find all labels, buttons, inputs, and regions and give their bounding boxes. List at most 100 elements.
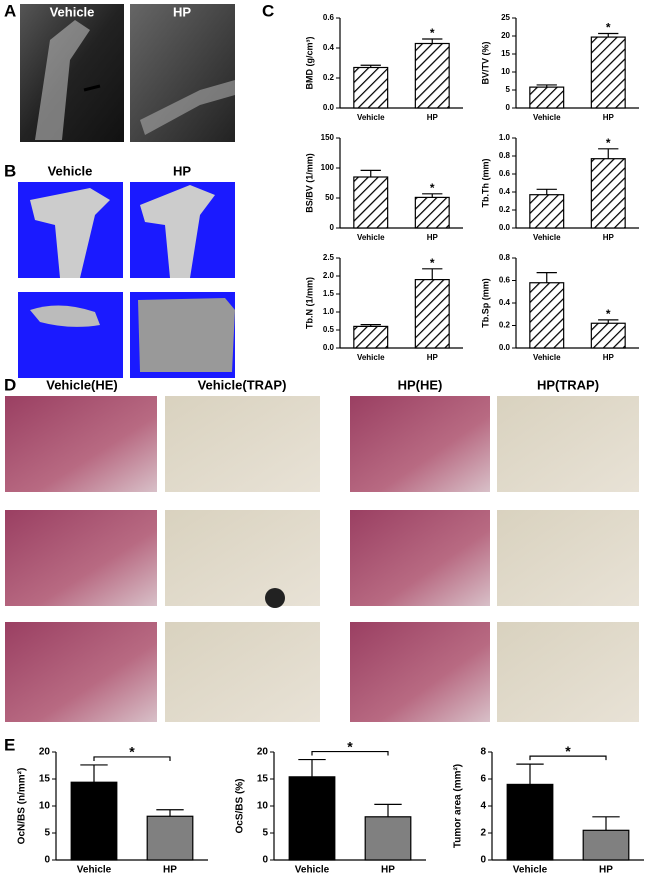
- x-tick-label: Vehicle: [357, 113, 385, 122]
- he-image: [5, 510, 157, 606]
- x-tick-label: HP: [163, 865, 177, 876]
- y-tick-label: 20: [39, 747, 51, 758]
- x-tick-label: Vehicle: [77, 865, 112, 876]
- y-tick-label: 0.6: [499, 169, 511, 178]
- trap-image: [165, 396, 320, 492]
- bar: [582, 829, 630, 861]
- y-tick-label: 0.0: [323, 103, 335, 112]
- image-label: Vehicle: [48, 163, 93, 178]
- y-tick-label: 0: [506, 103, 511, 112]
- y-tick-label: 0.0: [323, 343, 335, 352]
- image-label: HP: [173, 4, 191, 19]
- bar: [414, 42, 450, 109]
- y-tick-label: 10: [501, 67, 510, 76]
- y-tick-label: 0: [480, 855, 486, 866]
- y-axis-label: OcN/BS (n/mm²): [17, 768, 28, 845]
- y-tick-label: 0.4: [323, 43, 335, 52]
- he-image: [350, 622, 490, 722]
- bar: [529, 282, 565, 349]
- image-label: HP(HE): [398, 377, 443, 392]
- error-bar: [592, 816, 620, 831]
- y-tick-label: 0: [330, 223, 335, 232]
- x-tick-label: HP: [603, 113, 615, 122]
- y-tick-label: 5: [506, 85, 511, 94]
- x-tick-label: HP: [427, 353, 439, 362]
- y-tick-label: 0.8: [499, 253, 511, 262]
- bone-shape: [30, 305, 100, 327]
- error-bar: [598, 148, 619, 159]
- panel-label: A: [4, 1, 16, 20]
- error-bar: [80, 764, 108, 783]
- panel-label: B: [4, 161, 16, 180]
- y-tick-label: 0.6: [323, 13, 335, 22]
- y-tick-label: 10: [39, 801, 51, 812]
- y-tick-label: 2.5: [323, 253, 335, 262]
- y-axis-label: Tb.Th (mm): [480, 159, 490, 208]
- image-label: Vehicle(HE): [46, 377, 118, 392]
- bone-shape: [140, 185, 215, 278]
- significance-mark: *: [430, 26, 435, 40]
- significance-bracket: [93, 756, 171, 761]
- bar: [353, 66, 389, 109]
- bone-shape: [35, 20, 90, 140]
- bar: [364, 816, 412, 861]
- y-tick-label: 25: [501, 13, 510, 22]
- significance-mark: *: [606, 307, 611, 321]
- panel-label: E: [4, 735, 15, 754]
- significance-mark: *: [430, 181, 435, 195]
- y-tick-label: 50: [325, 193, 334, 202]
- panel-label: C: [262, 1, 274, 20]
- error-bar: [536, 84, 557, 88]
- x-tick-label: Vehicle: [533, 233, 561, 242]
- trap-image: [165, 510, 320, 606]
- y-tick-label: 0.5: [323, 325, 335, 334]
- error-bar: [536, 188, 557, 195]
- bar: [590, 322, 626, 349]
- error-bar: [598, 32, 619, 38]
- y-tick-label: 15: [257, 774, 269, 785]
- y-tick-label: 0: [262, 855, 268, 866]
- y-tick-label: 4: [480, 801, 486, 812]
- error-bar: [598, 319, 619, 324]
- bone-shape: [140, 80, 235, 135]
- error-bar: [156, 809, 184, 817]
- bar: [353, 325, 389, 349]
- y-tick-label: 2.0: [323, 271, 335, 280]
- panel-label: D: [4, 375, 16, 394]
- y-tick-label: 0.2: [499, 321, 511, 330]
- significance-mark: *: [606, 21, 611, 35]
- y-tick-label: 1.0: [499, 133, 511, 142]
- y-tick-label: 1.5: [323, 289, 335, 298]
- significance-mark: *: [565, 743, 571, 759]
- he-image: [5, 622, 157, 722]
- bar: [414, 279, 450, 349]
- x-tick-label: Vehicle: [533, 113, 561, 122]
- image-label: Vehicle(TRAP): [198, 377, 287, 392]
- arrow: [83, 84, 101, 92]
- x-tick-label: Vehicle: [295, 865, 330, 876]
- bone-shape: [138, 298, 235, 372]
- bar: [70, 781, 118, 861]
- significance-bracket: [529, 755, 607, 761]
- x-tick-label: HP: [427, 233, 439, 242]
- bar: [353, 176, 389, 229]
- y-tick-label: 2: [480, 828, 486, 839]
- y-tick-label: 0.0: [499, 223, 511, 232]
- y-tick-label: 0.0: [499, 343, 511, 352]
- y-tick-label: 0: [44, 855, 50, 866]
- error-bar: [422, 268, 443, 280]
- y-tick-label: 1.0: [323, 307, 335, 316]
- he-image: [5, 396, 157, 492]
- significance-mark: *: [606, 136, 611, 150]
- bar: [414, 196, 450, 229]
- y-axis-label: BMD (g/cm³): [304, 37, 314, 90]
- bar: [506, 783, 554, 861]
- he-image: [350, 510, 490, 606]
- y-tick-label: 20: [501, 31, 510, 40]
- image-label: Vehicle: [50, 4, 95, 19]
- trap-image: [497, 396, 639, 492]
- bar: [590, 36, 626, 109]
- histology-grid: [5, 396, 639, 722]
- bar: [529, 86, 565, 109]
